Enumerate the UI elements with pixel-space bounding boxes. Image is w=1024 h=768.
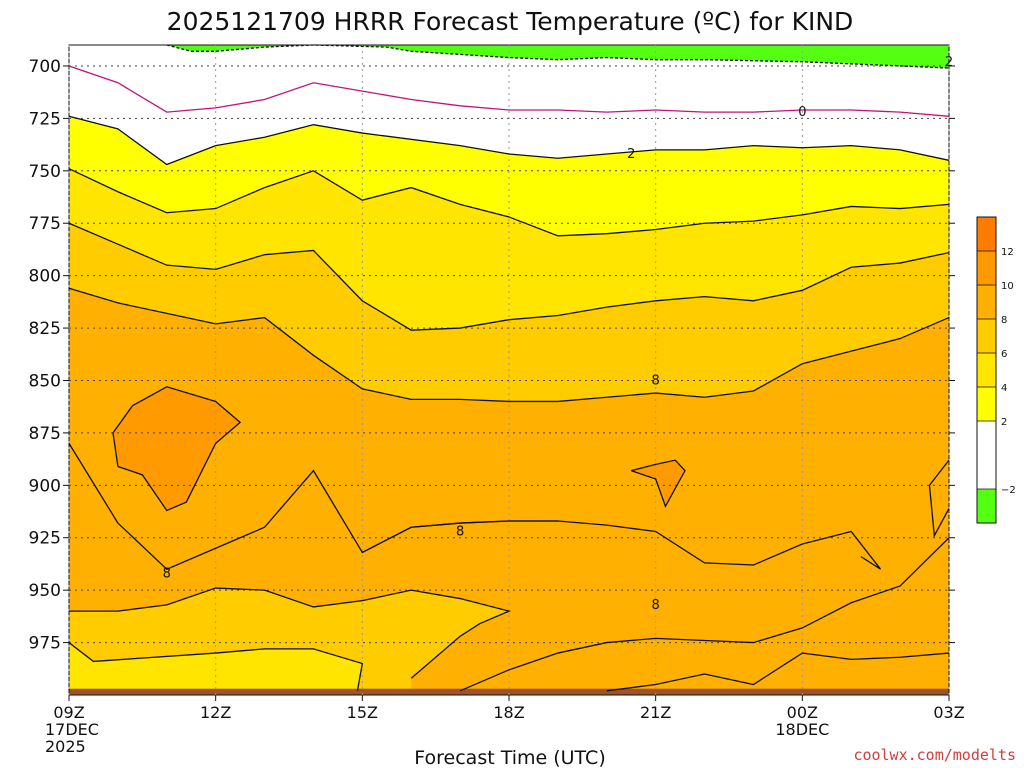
x-tick-sublabel: 2025 (45, 737, 86, 756)
contour-line (928, 459, 950, 538)
x-tick-label: 03Z (933, 703, 964, 722)
colorbar-band (977, 285, 996, 319)
y-tick-label: 975 (29, 634, 61, 654)
y-tick-label: 750 (29, 162, 61, 182)
x-tick-label: 09Z (53, 703, 84, 722)
colorbar-label: −2 (1001, 485, 1016, 496)
contour-line (112, 386, 242, 512)
y-tick-label: 800 (29, 267, 61, 287)
x-tick-sublabel: 17DEC (45, 720, 99, 739)
ground-terrain (69, 688, 949, 695)
contour-line (68, 65, 950, 117)
colorbar-band (977, 489, 996, 523)
y-tick-label: 775 (29, 214, 61, 234)
credit-text: coolwx.com/modelts (853, 746, 1016, 764)
x-tick-sublabel: 18DEC (775, 720, 829, 739)
colorbar-frame (976, 216, 997, 524)
y-tick-label: 875 (29, 424, 61, 444)
fill-region-2 (113, 386, 241, 511)
contour-line (68, 287, 950, 403)
contour-line (631, 459, 686, 508)
contour-line (68, 168, 950, 237)
x-tick-label: 15Z (347, 703, 378, 722)
colorbar-band (977, 421, 996, 489)
contour-label: 8 (652, 598, 660, 613)
colorbar-band (977, 387, 996, 421)
colorbar-band (977, 319, 996, 353)
x-tick-label: 12Z (200, 703, 231, 722)
contour-line (68, 115, 950, 166)
colorbar-band (977, 217, 996, 251)
colorbar-label: 6 (1001, 349, 1007, 360)
y-tick-label: 825 (29, 319, 61, 339)
contour-lines (68, 44, 950, 692)
colorbar-label: 4 (1001, 383, 1007, 394)
colorbar-label: 2 (1001, 417, 1007, 428)
fill-region-1 (166, 45, 949, 69)
chart-title: 2025121709 HRRR Forecast Temperature (ºC… (167, 7, 854, 36)
colorbar-band (977, 251, 996, 285)
contour-label: 2 (945, 55, 953, 70)
contour-label: 2 (627, 147, 635, 162)
colorbar-label: 12 (1001, 247, 1014, 258)
colorbar-label: 8 (1001, 315, 1007, 326)
contour-line (606, 652, 950, 692)
colorbar: 12 10 8 6 4 2 −2 (976, 216, 1016, 524)
fill-region-0 (69, 45, 949, 165)
y-tick-label: 900 (29, 476, 61, 496)
contour-line (166, 44, 950, 69)
y-tick-label: 700 (29, 57, 61, 77)
colorbar-label: 10 (1001, 281, 1014, 292)
contour-label: 8 (163, 566, 171, 581)
y-tick-label: 925 (29, 529, 61, 549)
x-axis-title: Forecast Time (UTC) (414, 747, 605, 768)
contour-line (68, 642, 364, 691)
grid (68, 44, 950, 696)
contour-line (362, 520, 558, 553)
y-axis: 700 725 750 775 800 825 850 875 900 925 950 975 (29, 57, 955, 654)
y-tick-label: 950 (29, 581, 61, 601)
colorbar-band (977, 353, 996, 387)
contour-label: 8 (456, 524, 464, 539)
contour-label: 8 (652, 373, 660, 388)
contour-line (68, 222, 950, 331)
x-tick-label: 00Z (787, 703, 818, 722)
y-tick-label: 850 (29, 371, 61, 391)
x-tick-label: 21Z (640, 703, 671, 722)
contour-label: 0 (798, 105, 806, 120)
contour-labels: 2 0 2 8 8 8 8 (163, 55, 954, 613)
y-tick-label: 725 (29, 109, 61, 129)
fill-band-surface-4-6 (69, 642, 363, 695)
x-tick-label: 18Z (493, 703, 524, 722)
contour-line (69, 587, 512, 679)
contour-line (459, 537, 950, 692)
